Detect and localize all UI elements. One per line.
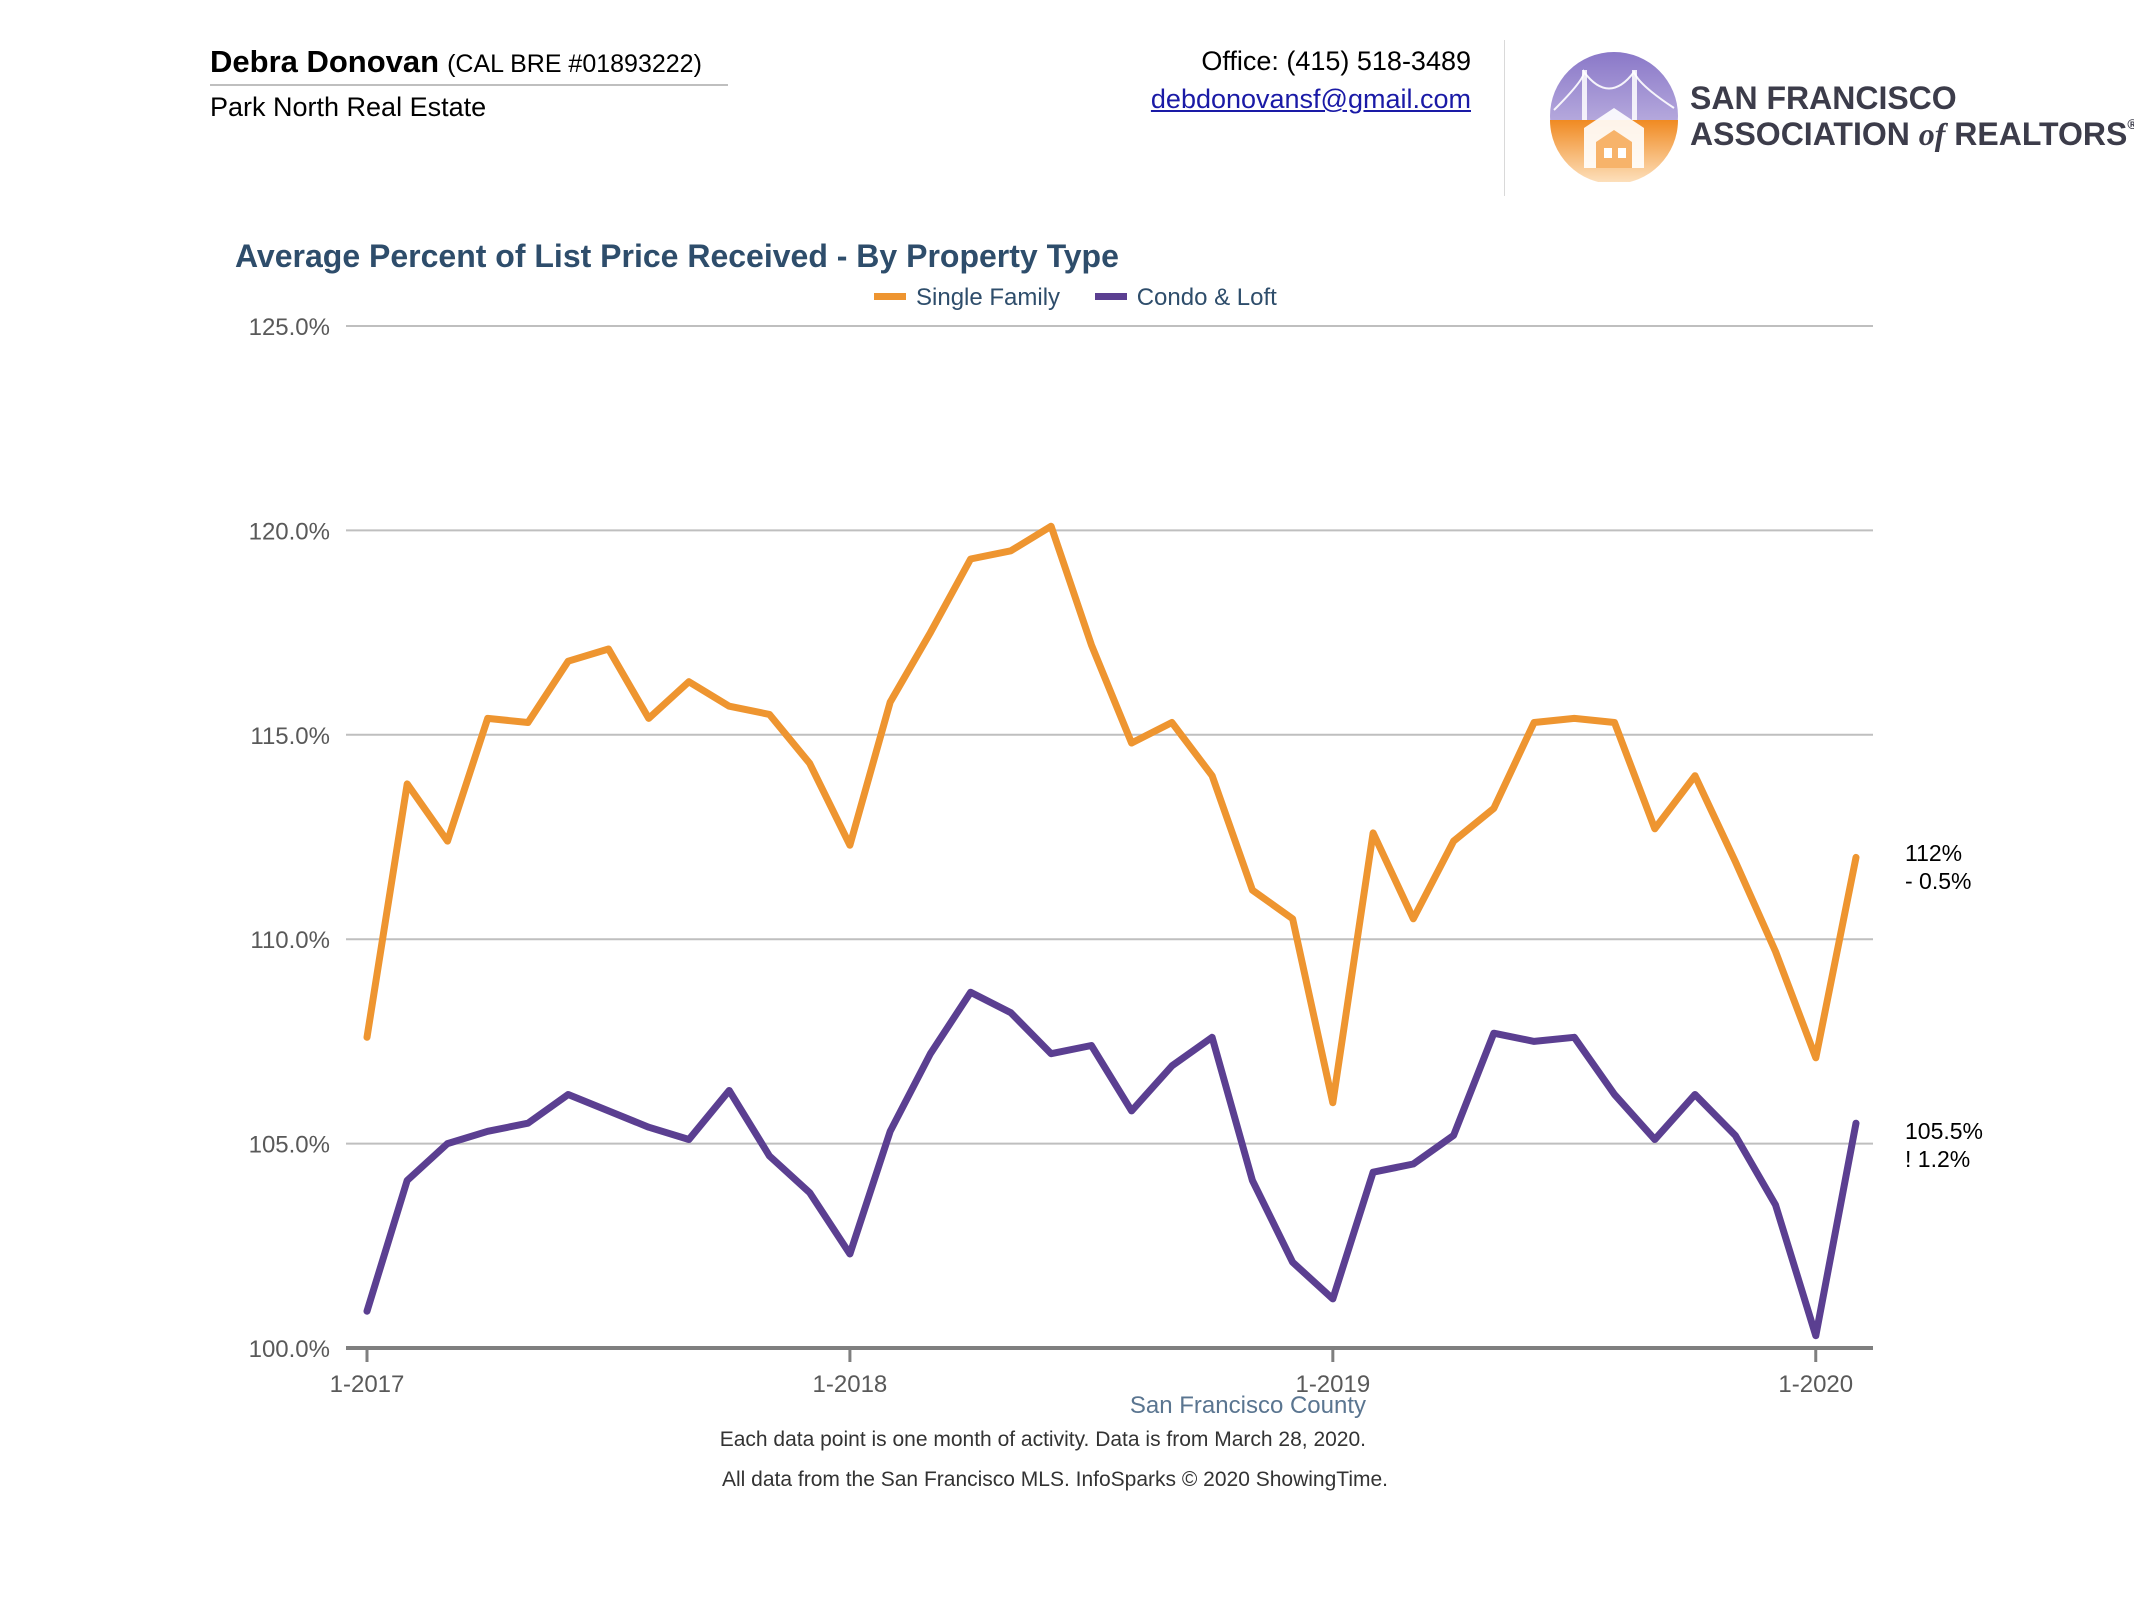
legend-label-condo-loft: Condo & Loft [1136,284,1277,311]
agent-name-underline [210,84,728,86]
legend-label-single-family: Single Family [916,284,1061,311]
region-label: San Francisco County [1129,1392,1366,1419]
y-tick-label: 120.0% [249,518,330,545]
agent-name: Debra Donovan (CAL BRE #01893222) [210,44,702,80]
legend-item-condo-loft: Condo & Loft [1094,284,1277,311]
series-line-single-family [363,522,1860,1107]
association-name-part: REALTORS [1945,116,2128,152]
end-label-condo-loft-value: 105.5% [1905,1118,1984,1145]
y-tick-label: 125.0% [249,314,330,341]
legend-item-single-family: Single Family [874,284,1060,311]
agent-company: Park North Real Estate [210,92,487,122]
y-tick-label: 100.0% [249,1336,330,1363]
end-label-condo-loft-change: ! 1.2% [1905,1146,1971,1173]
series-line-condo-loft [363,988,1860,1340]
association-name-line2: ASSOCIATION of REALTORS® [1690,116,2134,153]
email-link[interactable]: debdonovansf@gmail.com [1150,84,1471,114]
end-label-single-family: 112% - 0.5% [1905,839,1971,895]
agent-license: (CAL BRE #01893222) [447,50,702,78]
x-tick-label: 1-2017 [330,1371,405,1398]
grid-lines [346,325,1873,1145]
association-name-part: ASSOCIATION [1690,116,1919,152]
y-axis-ticks: 100.0% 105.0% 110.0% 115.0% 120.0% 125.0% [249,314,330,1363]
legend-swatch-condo-loft [1094,293,1127,301]
association-name-line1: SAN FRANCISCO [1690,80,1957,116]
end-label-condo-loft: 105.5% ! 1.2% [1905,1117,1983,1173]
end-label-single-family-value: 112% [1905,840,1963,867]
header-divider [1504,40,1505,196]
footnote-data-note: Each data point is one month of activity… [719,1428,1366,1451]
x-tick-label: 1-2020 [1778,1371,1853,1398]
y-tick-label: 105.0% [249,1132,330,1159]
chart-legend: Single Family Condo & Loft [874,284,1305,312]
series-lines [363,522,1860,1340]
y-tick-label: 115.0% [250,723,330,750]
x-tick-label: 1-2018 [813,1371,888,1398]
registered-mark: ® [2127,116,2134,132]
x-tick-label: 1-2019 [1295,1371,1370,1398]
footnote-source: All data from the San Francisco MLS. Inf… [722,1468,1389,1491]
office-phone: Office: (415) 518-3489 [1201,46,1471,76]
agent-name-text: Debra Donovan [210,44,440,79]
y-tick-label: 110.0% [250,927,330,954]
x-axis-ticks: 1-2017 1-2018 1-2019 1-2020 [330,1348,1853,1398]
end-label-single-family-change: - 0.5% [1905,868,1972,895]
legend-swatch-single-family [874,293,906,301]
chart-title: Average Percent of List Price Received -… [235,238,1119,274]
sfar-logo [1550,52,1678,182]
association-name-of: of [1918,116,1946,152]
